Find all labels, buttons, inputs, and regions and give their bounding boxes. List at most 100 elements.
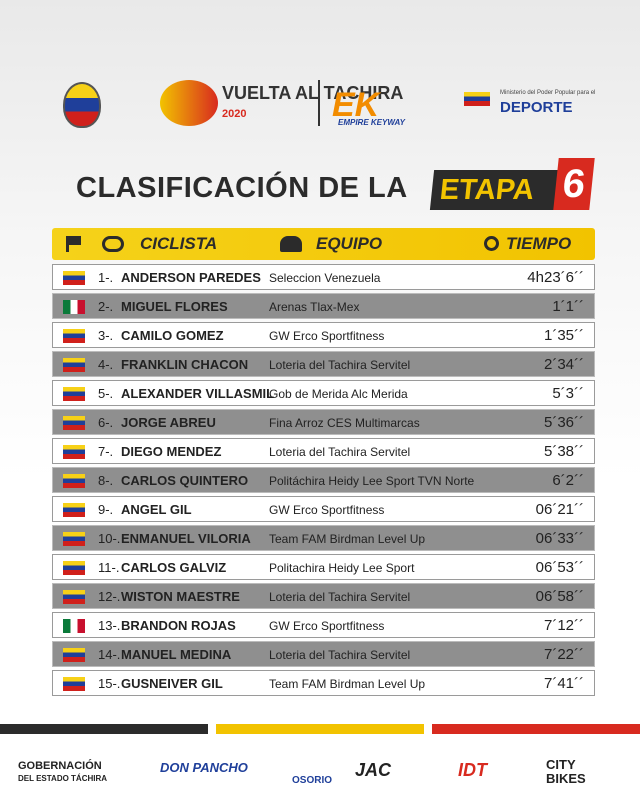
team: Seleccion Venezuela — [269, 271, 381, 285]
position: 1-. — [98, 270, 114, 285]
stripe-black — [0, 724, 208, 734]
position: 7-. — [98, 444, 114, 459]
clock-icon — [484, 236, 499, 251]
rider: GUSNEIVER GIL — [121, 676, 223, 691]
stage-number: 6 — [553, 158, 595, 210]
flag — [63, 648, 85, 662]
vuelta-logo-icon — [160, 80, 218, 126]
position: 14-. — [98, 647, 121, 662]
flag — [63, 503, 85, 517]
sponsor-osorio: OSORIO — [292, 775, 333, 786]
header-team: EQUIPO — [316, 234, 383, 253]
position: 6-. — [98, 415, 114, 430]
flag — [63, 271, 85, 285]
header-time: TIEMPO — [506, 234, 572, 253]
sponsor-idt: IDT — [458, 760, 487, 780]
row: 15-. GUSNEIVER GIL Team FAM Birdman Level … — [52, 670, 595, 696]
flag — [63, 590, 85, 604]
time: 5´36´´ — [543, 414, 584, 431]
row: 5-. ALEXANDER VILLASMIL Gob de Merida Alc … — [52, 380, 595, 406]
row: 2-. MIGUEL FLORES Arenas Tlax-Mex 1´1´´ — [52, 293, 595, 319]
time: 1´1´´ — [552, 298, 584, 315]
team: GW Erco Sportfitness — [269, 503, 385, 517]
team: Gob de Merida Alc Merida — [269, 387, 408, 401]
time: 06´33´´ — [535, 530, 584, 547]
rider: DIEGO MENDEZ — [121, 444, 222, 459]
bike-icon — [102, 236, 124, 252]
team: Politáchira Heidy Lee Sport TVN Norte — [269, 474, 475, 488]
sponsor-donpancho: DON PANCHO — [160, 760, 248, 775]
time: 5´3´´ — [552, 385, 584, 402]
rider: MIGUEL FLORES — [121, 299, 228, 314]
sponsor-text: DEL ESTADO TÁCHIRA — [18, 774, 108, 783]
row: 13-. BRANDON ROJAS GW Erco Sportfitness 7´1… — [52, 612, 595, 638]
vuelta-year: 2020 — [222, 108, 247, 120]
ministry-text: Ministerio del Poder Popular para el — [500, 90, 596, 96]
time: 06´53´´ — [535, 559, 584, 576]
rider: CARLOS QUINTERO — [121, 473, 249, 488]
rider: ALEXANDER VILLASMIL — [121, 386, 275, 401]
stripe-red — [432, 724, 640, 734]
team: Team FAM Birdman Level Up — [269, 532, 426, 546]
time: 06´58´´ — [535, 588, 584, 605]
stripe-gold — [216, 724, 424, 734]
team: Team FAM Birdman Level Up — [269, 677, 426, 691]
row: 3-. CAMILO GOMEZ GW Erco Sportfitness 1´35´… — [52, 322, 595, 348]
team: GW Erco Sportfitness — [269, 619, 385, 633]
position: 4-. — [98, 357, 114, 372]
table-header — [52, 228, 595, 260]
time: 1´35´´ — [543, 327, 584, 344]
row: 7-. DIEGO MENDEZ Loteria del Tachira Servi… — [52, 438, 595, 464]
row: 9-. ANGEL GIL GW Erco Sportfitness 06´21´´ — [52, 496, 595, 522]
team: Fina Arroz CES Multimarcas — [269, 416, 420, 430]
flag — [63, 445, 85, 459]
rider: WISTON MAESTRE — [121, 589, 240, 604]
emblem — [63, 82, 101, 128]
position: 15-. — [98, 676, 121, 691]
row: 6-. JORGE ABREU Fina Arroz CES Multimarcas… — [52, 409, 595, 435]
rider: CARLOS GALVIZ — [121, 560, 227, 575]
time: 4h23´6´´ — [527, 269, 584, 286]
time: 7´12´´ — [543, 617, 584, 634]
position: 12-. — [98, 589, 121, 604]
sponsor-text: BIKES — [546, 771, 586, 786]
position: 2-. — [98, 299, 114, 314]
sponsor-text: CITY — [546, 757, 576, 772]
time: 2´34´´ — [543, 356, 584, 373]
ministry-flag — [464, 92, 490, 106]
time: 5´38´´ — [543, 443, 584, 460]
flag — [63, 619, 85, 633]
position: 8-. — [98, 473, 114, 488]
flag — [63, 358, 85, 372]
divider — [318, 80, 320, 126]
flag — [63, 329, 85, 343]
time: 06´21´´ — [535, 501, 584, 518]
position: 13-. — [98, 618, 121, 633]
sponsor-gobernacion: GOBERNACIÓN DEL ESTADO TÁCHIRA — [18, 760, 107, 785]
row: 11-. CARLOS GALVIZ Politachira Heidy Lee S… — [52, 554, 595, 580]
position: 10-. — [98, 531, 121, 546]
sponsor-jac: JAC — [355, 760, 392, 780]
header-rider: CICLISTA — [140, 234, 218, 253]
flag — [63, 474, 85, 488]
rider: CAMILO GOMEZ — [121, 328, 224, 343]
row: 8-. CARLOS QUINTERO Politáchira Heidy Lee … — [52, 467, 595, 493]
row: 14-. MANUEL MEDINA Loteria del Tachira Ser… — [52, 641, 595, 667]
team: Politachira Heidy Lee Sport — [269, 561, 415, 575]
vuelta-name: VUELTA AL TACHIRA — [222, 83, 404, 103]
flag-icon — [66, 236, 69, 252]
flag-icon-cloth — [69, 236, 81, 245]
team-icon — [280, 236, 302, 252]
flag — [63, 561, 85, 575]
stage-label: ETAPA — [429, 170, 565, 210]
position: 3-. — [98, 328, 114, 343]
vuelta-logo-text: VUELTA AL TACHIRA 2020 — [222, 84, 403, 123]
time: 7´41´´ — [543, 675, 584, 692]
rider: ENMANUEL VILORIA — [121, 531, 251, 546]
position: 11-. — [98, 560, 120, 575]
team: Loteria del Tachira Servitel — [269, 358, 411, 372]
rider: FRANKLIN CHACON — [121, 357, 249, 372]
row: 12-. WISTON MAESTRE Loteria del Tachira Se… — [52, 583, 595, 609]
flag — [63, 677, 85, 691]
